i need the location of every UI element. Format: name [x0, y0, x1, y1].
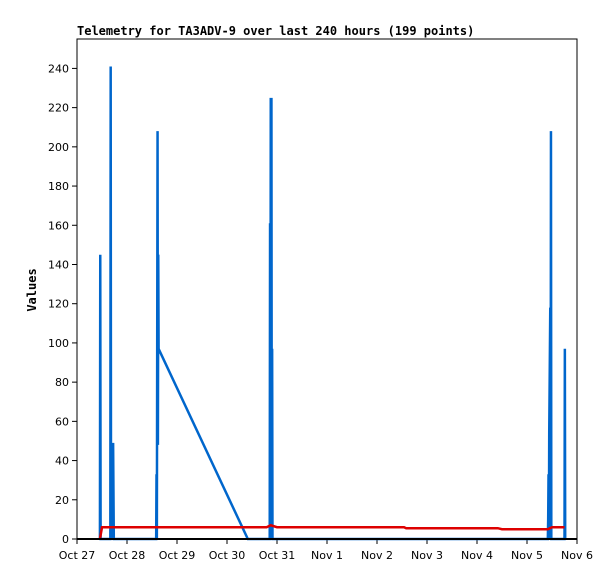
y-axis: 0 20 40 60 80 100 120 140 160 180 200 220 240 — [48, 62, 77, 546]
series-line-2 — [98, 523, 565, 540]
x-tick-label: Oct 31 — [259, 549, 296, 562]
y-axis-title: Values — [25, 268, 39, 311]
x-tick-label: Oct 29 — [159, 549, 196, 562]
x-tick-label: Nov 4 — [461, 549, 493, 562]
x-tick-label: Nov 3 — [411, 549, 443, 562]
x-tick-label: Nov 6 — [561, 549, 593, 562]
x-tick-label: Oct 30 — [209, 549, 246, 562]
y-tick-label: 80 — [55, 376, 69, 389]
y-tick-label: 180 — [48, 180, 69, 193]
y-tick-label: 60 — [55, 415, 69, 428]
y-tick-label: 220 — [48, 102, 69, 115]
y-tick-label: 140 — [48, 258, 69, 271]
x-axis: Oct 27 Oct 28 Oct 29 Oct 30 Oct 31 Nov 1 Nov 2… — [59, 539, 593, 562]
y-tick-label: 0 — [62, 533, 69, 546]
x-tick-label: Nov 5 — [511, 549, 543, 562]
x-tick-label: Nov 2 — [361, 549, 393, 562]
plot-area — [76, 38, 578, 540]
y-tick-label: 200 — [48, 141, 69, 154]
y-tick-label: 160 — [48, 219, 69, 232]
y-tick-label: 100 — [48, 337, 69, 350]
y-tick-label: 40 — [55, 455, 69, 468]
y-tick-label: 120 — [48, 298, 69, 311]
x-tick-label: Oct 28 — [109, 549, 146, 562]
x-tick-label: Oct 27 — [59, 549, 96, 562]
y-tick-label: 20 — [55, 494, 69, 507]
chart-title: Telemetry for TA3ADV-9 over last 240 hou… — [77, 24, 474, 38]
y-tick-label: 240 — [48, 62, 69, 75]
x-tick-label: Nov 1 — [311, 549, 343, 562]
